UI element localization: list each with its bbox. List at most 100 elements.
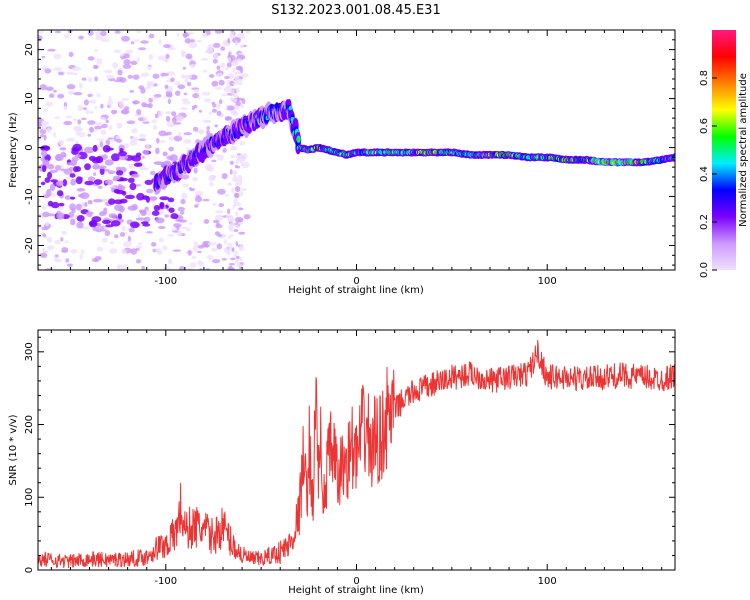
spectrogram-speckle [146,231,153,234]
spectrogram-speckle [165,53,170,59]
spectrogram-speckle [140,72,150,77]
spectrogram-speckle [235,80,239,85]
spectrogram-speckle [38,35,43,42]
spectrogram-blob [49,183,56,191]
spectrogram-speckle [94,259,99,263]
spectrogram-speckle [78,83,83,89]
spectrogram-speckle [232,170,238,175]
spectrogram-speckle [64,240,68,244]
spectrogram-blob [102,219,111,225]
spectrogram-speckle [116,122,123,129]
snr-series-line [38,339,675,569]
spectrogram-speckle [126,120,136,125]
spectrogram-speckle [66,176,72,179]
spectrogram-speckle [201,31,208,38]
spectrogram-speckle [140,40,149,44]
spectrogram-speckle [151,119,157,124]
spectrogram-blob [54,154,64,162]
spectrogram-speckle [207,44,215,50]
spectrogram-blob [151,210,160,216]
spectrogram-speckle [73,72,78,76]
y-tick-label: 10 [24,92,35,105]
spectrogram-speckle [227,217,235,223]
spectrogram-speckle [219,62,225,69]
spectrogram-speckle [139,133,147,138]
spectrogram-speckle [68,211,75,218]
spectrogram-speckle [215,102,221,109]
spectrogram-speckle [236,255,240,260]
spectrogram-speckle [183,92,188,96]
spectrogram-speckle [167,98,172,105]
spectrogram-speckle [82,226,91,230]
spectrogram-blob [108,198,116,205]
spectrogram-speckle [229,234,234,237]
spectrogram-speckle [165,115,171,122]
spectrogram-speckle [66,137,75,142]
spectrogram-speckle [134,39,140,42]
spectrogram-speckle [100,30,107,37]
spectrogram-speckle [216,154,224,161]
spectrogram-speckle [172,249,182,252]
spectrogram-speckle [227,57,231,62]
spectrogram-speckle [81,117,87,121]
spectrogram-speckle [136,245,143,249]
spectrogram-speckle [107,170,116,174]
spectrogram-speckle [218,79,225,86]
spectrogram-blob [49,169,58,173]
spectrogram-blob [149,196,158,201]
spectrogram-blob [62,179,68,187]
spectrogram-blob [42,159,50,166]
spectrogram-speckle [204,98,212,103]
spectrogram-speckle [186,267,194,270]
spectrogram-speckle [234,192,240,199]
spectrogram-speckle [177,84,186,90]
spectrogram-speckle [229,33,233,39]
spectrogram-speckle [46,236,53,243]
spectrogram-speckle [176,230,183,237]
spectrogram-speckle [104,168,110,172]
spectrogram-speckle [133,101,137,105]
spectrogram-speckle [234,182,238,187]
spectrogram-blob [72,143,83,152]
spectrogram-speckle [85,109,90,115]
spectrogram-speckle [54,116,61,120]
spectrogram-speckle [213,52,218,58]
spectrogram-speckle [167,233,174,237]
spectrogram-speckle [118,101,124,107]
spectrogram-speckle [153,124,157,131]
spectrogram-frame [37,29,676,271]
spectrogram-speckle [145,209,152,216]
spectrogram-speckle [61,247,69,252]
spectrogram-speckle [216,65,221,70]
spectrogram-speckle [135,259,142,264]
spectrogram-speckle [148,54,154,60]
spectrogram-speckle [44,68,52,74]
spectrogram-speckle [232,146,237,151]
spectrogram-speckle [94,256,102,261]
spectrogram-speckle [192,176,199,182]
spectrogram-speckle [226,105,235,111]
spectrogram-speckle [122,64,132,69]
spectrogram-blob [75,203,82,211]
spectrogram-speckle [176,33,180,37]
spectrogram-speckle [41,206,47,210]
spectrogram-speckle [245,30,251,34]
spectrogram-speckle [123,59,131,66]
spectrogram-speckle [123,143,130,149]
spectrogram-speckle [243,214,251,220]
spectrogram-speckle [233,202,242,207]
spectrogram-blob [99,211,106,217]
spectrogram-speckle [106,74,115,80]
spectrogram-blob [145,195,150,203]
spectrogram-speckle [234,105,239,111]
spectrogram-speckle [135,247,140,251]
spectrogram-speckle [168,258,173,265]
spectrogram-speckle [239,257,243,262]
spectrogram-speckle [168,136,175,141]
spectrogram-speckle [105,139,111,146]
spectrogram-speckle [222,148,227,153]
spectrogram-speckle [164,84,169,89]
spectrogram-speckle [123,241,132,248]
spectrogram-speckle [226,249,230,255]
spectrogram-speckle [114,234,119,239]
